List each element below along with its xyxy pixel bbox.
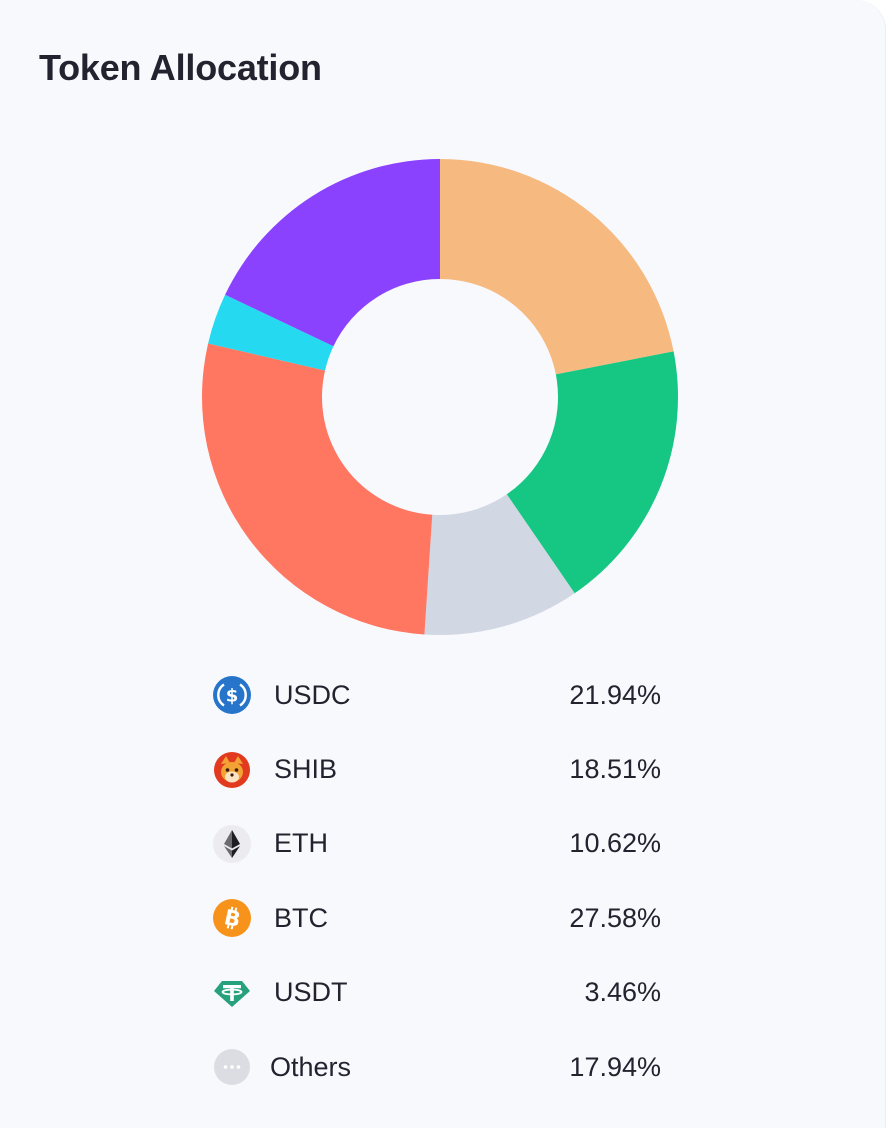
donut-slice-usdt[interactable] bbox=[208, 294, 334, 371]
donut-slice-shib[interactable] bbox=[506, 351, 678, 594]
legend-label: ETH bbox=[274, 828, 328, 859]
donut-slice-others[interactable] bbox=[225, 158, 440, 347]
legend-value: 3.46% bbox=[584, 977, 661, 1008]
donut-slice-btc[interactable] bbox=[202, 343, 433, 635]
card-title: Token Allocation bbox=[39, 47, 322, 88]
donut-slice-usdc[interactable] bbox=[440, 159, 674, 375]
legend-value: 10.62% bbox=[569, 828, 661, 859]
eth-icon bbox=[213, 824, 251, 863]
legend-value: 18.51% bbox=[569, 754, 661, 785]
svg-text:$: $ bbox=[226, 686, 239, 707]
legend-item-eth[interactable]: ETH 10.62% bbox=[213, 807, 661, 881]
legend-label: USDC bbox=[274, 679, 351, 710]
btc-icon: B bbox=[213, 899, 251, 938]
legend-label: Others bbox=[270, 1051, 352, 1082]
legend-label: SHIB bbox=[274, 754, 338, 785]
donut-chart-svg bbox=[202, 158, 678, 635]
legend-label: BTC bbox=[274, 902, 328, 933]
legend-value: 27.58% bbox=[569, 902, 661, 933]
legend-item-usdt[interactable]: USDT 3.46% bbox=[213, 956, 661, 1030]
legend-value: 21.94% bbox=[569, 679, 661, 710]
legend-item-shib[interactable]: SHIB 18.51% bbox=[213, 732, 661, 806]
legend-item-others[interactable]: Others 17.94% bbox=[213, 1030, 661, 1104]
legend-value: 17.94% bbox=[569, 1051, 661, 1082]
donut-chart bbox=[0, 140, 886, 650]
chart-legend: $ USDC 21.94% SHIB 18.51% bbox=[213, 658, 661, 1104]
others-icon bbox=[213, 1048, 251, 1086]
shib-icon bbox=[213, 751, 251, 789]
legend-label: USDT bbox=[274, 977, 348, 1008]
usdt-icon bbox=[213, 974, 251, 1012]
legend-item-usdc[interactable]: $ USDC 21.94% bbox=[213, 658, 661, 732]
usdc-icon: $ bbox=[213, 676, 251, 715]
donut-slice-eth[interactable] bbox=[424, 494, 575, 635]
legend-item-btc[interactable]: B BTC 27.58% bbox=[213, 881, 661, 955]
svg-text:B: B bbox=[222, 906, 243, 933]
